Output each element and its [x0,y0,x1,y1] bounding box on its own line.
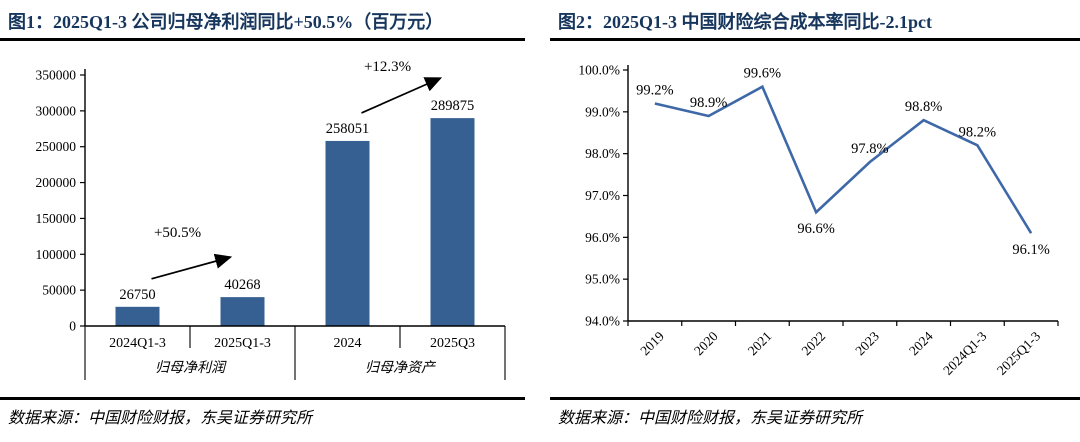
x-category-label: 2024 [906,328,936,358]
point-label: 99.6% [744,66,781,82]
figure-2-title-rule [550,38,1080,41]
category-label: 2024 [334,336,362,351]
bar-value-label: 289875 [431,98,475,114]
point-label: 96.6% [797,221,834,237]
y-tick-label: 300000 [36,103,77,118]
bar [115,306,160,326]
y-tick-label: 97.0% [585,188,620,203]
x-category-label: 2023 [852,328,882,358]
bar [220,297,265,326]
point-label: 98.2% [959,124,996,140]
x-category-label: 2020 [691,328,721,358]
bar-chart-svg: 0 50000 100000 150000 200000 250000 300000 3500… [36,59,506,380]
x-category-label: 2021 [745,329,775,359]
bar-value-label: 40268 [224,277,260,293]
line-chart-svg: 94.0% 95.0% 96.0% 97.0% 98.0% 99.0% 100.0% 99.2… [578,63,1059,378]
figure-1-bar-chart: 0 50000 100000 150000 200000 250000 300000 3500… [0,44,525,401]
category-label: 2025Q1-3 [214,336,271,351]
y-tick-label: 350000 [36,68,77,83]
y-tick-label: 94.0% [585,314,620,329]
y-tick-label: 95.0% [585,272,620,287]
figure-2-source: 数据来源：中国财险财报，东吴证券研究所 [558,410,863,427]
figure-1-title: 图1：2025Q1-3 公司归母净利润同比+50.5%（百万元） [8,12,444,32]
point-label: 98.9% [690,95,727,111]
point-label: 99.2% [636,82,673,98]
x-category-label: 2025Q1-3 [994,328,1043,377]
bar [430,118,475,326]
group-label: 归母净资产 [365,360,437,376]
y-tick-label: 200000 [36,175,77,190]
y-tick-label: 150000 [36,211,77,226]
growth-arrow [361,77,443,114]
trend-line [654,84,1033,234]
figure-1-title-rule [0,38,525,41]
y-tick-label: 50000 [42,283,76,298]
y-tick-label: 100000 [36,247,77,262]
figure-2-line-chart: 94.0% 95.0% 96.0% 97.0% 98.0% 99.0% 100.0% 99.2… [550,44,1080,401]
annotation-label: +12.3% [364,59,411,75]
x-category-label: 2019 [637,328,667,358]
figure-2-title: 图2：2025Q1-3 中国财险综合成本率同比-2.1pct [558,12,932,32]
bar [325,140,370,326]
point-label: 98.8% [905,99,942,115]
growth-arrow [151,253,233,280]
y-tick-label: 100.0% [578,63,620,78]
point-label: 96.1% [1012,242,1049,258]
annotation-label: +50.5% [154,225,201,241]
bar-value-label: 26750 [119,287,155,303]
figure-2: 图2：2025Q1-3 中国财险综合成本率同比-2.1pct 94.0% 95.0… [550,0,1080,442]
figure-1-source-rule [0,397,525,400]
category-label: 2025Q3 [430,336,475,351]
x-category-label: 2024Q1-3 [940,328,989,377]
y-tick-label: 98.0% [585,146,620,161]
x-category-label: 2022 [799,329,829,359]
bar-value-label: 258051 [326,121,370,137]
point-label: 97.8% [851,141,888,157]
figure-2-source-rule [550,397,1080,400]
group-label: 归母净利润 [155,360,227,376]
figure-1-source: 数据来源：中国财险财报，东吴证券研究所 [8,410,313,427]
y-tick-label: 99.0% [585,104,620,119]
y-tick-label: 250000 [36,139,77,154]
category-label: 2024Q1-3 [109,336,166,351]
y-tick-label: 0 [69,319,76,334]
y-tick-label: 96.0% [585,230,620,245]
figure-1: 图1：2025Q1-3 公司归母净利润同比+50.5%（百万元） 0 50000 1… [0,0,525,442]
